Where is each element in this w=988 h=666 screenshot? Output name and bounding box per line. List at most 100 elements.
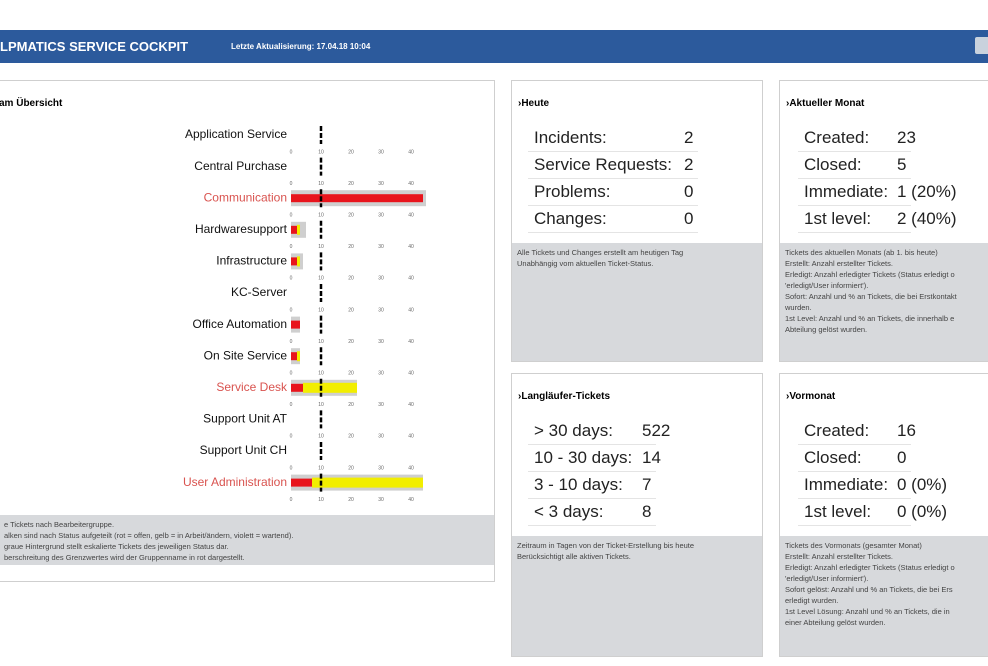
tick-label: 30 bbox=[378, 497, 384, 503]
stat-row: Immediate: 1 (20%) bbox=[798, 179, 957, 206]
tick-label: 10 bbox=[318, 149, 324, 155]
tick-label: 0 bbox=[290, 307, 293, 313]
stat-label: Closed: bbox=[804, 155, 862, 174]
tick-label: 30 bbox=[378, 402, 384, 408]
tick-label: 20 bbox=[348, 307, 354, 313]
tick-label: 30 bbox=[378, 213, 384, 219]
group-name: Support Unit AT bbox=[203, 412, 287, 426]
group-name: Office Automation bbox=[193, 317, 288, 331]
tick-label: 40 bbox=[408, 371, 414, 377]
tick-label: 40 bbox=[408, 276, 414, 282]
note-line: erledigt wurden. bbox=[785, 596, 839, 605]
tick-label: 40 bbox=[408, 465, 414, 471]
note-line: Berücksichtigt alle aktiven Tickets. bbox=[517, 552, 631, 561]
in-progress-bar bbox=[297, 351, 300, 362]
stat-value: 0 bbox=[684, 182, 694, 201]
stat-row: 3 - 10 days: 7 bbox=[528, 472, 656, 499]
stat-row: 10 - 30 days: 14 bbox=[528, 445, 661, 472]
tick-label: 10 bbox=[318, 371, 324, 377]
tick-label: 10 bbox=[318, 465, 324, 471]
stat-row: Closed: 0 bbox=[798, 445, 911, 472]
stat-row: Changes: 0 bbox=[528, 206, 698, 233]
tick-label: 30 bbox=[378, 149, 384, 155]
stat-panel: ›Aktueller Monat Created: 23 Closed: 5 Immedi… bbox=[779, 80, 988, 362]
tick-label: 40 bbox=[408, 307, 414, 313]
group-name: Hardwaresupport bbox=[195, 222, 288, 236]
stat-row: Service Requests: 2 bbox=[528, 152, 698, 179]
note-line: 1st Level Lösung: Anzahl und % an Ticket… bbox=[785, 607, 950, 616]
note-line: e Tickets nach Bearbeitergruppe. bbox=[4, 520, 115, 529]
last-update: Letzte Aktualisierung: 17.04.18 10:04 bbox=[231, 42, 371, 51]
tick-label: 0 bbox=[290, 213, 293, 219]
tick-label: 0 bbox=[290, 434, 293, 440]
panel-title: ›Vormonat bbox=[786, 391, 836, 402]
stat-label: Immediate: bbox=[804, 182, 889, 201]
note-line: Erstellt: Anzahl erstellter Tickets. bbox=[785, 552, 893, 561]
stat-panel: ›Heute Incidents: 2 Service Requests: 2 Probl… bbox=[511, 80, 763, 362]
stat-value: 23 bbox=[897, 128, 916, 147]
group-name: Infrastructure bbox=[216, 254, 287, 268]
tick-label: 10 bbox=[318, 497, 324, 503]
group-name: Communication bbox=[204, 190, 287, 204]
tick-label: 0 bbox=[290, 371, 293, 377]
header-button[interactable] bbox=[975, 37, 988, 54]
tick-label: 40 bbox=[408, 213, 414, 219]
notes: Alle Tickets und Changes erstellt am heu… bbox=[512, 243, 762, 361]
tick-label: 20 bbox=[348, 244, 354, 250]
tick-label: 10 bbox=[318, 276, 324, 282]
tick-label: 0 bbox=[290, 402, 293, 408]
open-bar bbox=[291, 225, 297, 234]
group-name: On Site Service bbox=[204, 348, 288, 362]
tick-label: 20 bbox=[348, 339, 354, 345]
stat-label: Incidents: bbox=[534, 128, 607, 147]
stat-row: Problems: 0 bbox=[528, 179, 698, 206]
stat-label: > 30 days: bbox=[534, 421, 613, 440]
note-line: 'erledigt/User informiert'). bbox=[785, 574, 869, 583]
stat-label: 1st level: bbox=[804, 209, 872, 228]
tick-label: 10 bbox=[318, 244, 324, 250]
stat-value: 14 bbox=[642, 448, 661, 467]
stat-row: > 30 days: 522 bbox=[528, 418, 670, 445]
tick-label: 40 bbox=[408, 149, 414, 155]
notes: Tickets des Vormonats (gesamter Monat) Er… bbox=[780, 536, 988, 656]
tick-label: 20 bbox=[348, 149, 354, 155]
stat-value: 0 (0%) bbox=[897, 475, 948, 494]
stat-value: 7 bbox=[642, 475, 652, 494]
note-line: Erledigt: Anzahl erledigter Tickets (Sta… bbox=[785, 563, 955, 572]
note-line: Zeitraum in Tagen von der Ticket-Erstell… bbox=[517, 541, 695, 550]
tick-label: 20 bbox=[348, 371, 354, 377]
stat-value: 2 bbox=[684, 128, 694, 147]
open-bar bbox=[291, 320, 300, 329]
tick-label: 20 bbox=[348, 402, 354, 408]
tick-label: 40 bbox=[408, 181, 414, 187]
note-line: berschreitung des Grenzwertes wird der G… bbox=[4, 553, 245, 562]
open-bar bbox=[291, 194, 423, 203]
tick-label: 0 bbox=[290, 339, 293, 345]
group-name: User Administration bbox=[183, 475, 287, 489]
stat-label: 1st level: bbox=[804, 502, 872, 521]
open-bar bbox=[291, 478, 312, 487]
note-line: Unabhängig vom aktuellen Ticket-Status. bbox=[517, 259, 654, 268]
tick-label: 0 bbox=[290, 465, 293, 471]
tick-label: 40 bbox=[408, 339, 414, 345]
tick-label: 0 bbox=[290, 244, 293, 250]
stat-value: 2 bbox=[684, 155, 694, 174]
open-bar bbox=[291, 257, 297, 266]
note-line: 'erledigt/User informiert'). bbox=[785, 281, 869, 290]
stat-row: Created: 23 bbox=[798, 125, 916, 152]
tick-label: 20 bbox=[348, 181, 354, 187]
stat-value: 1 (20%) bbox=[897, 182, 957, 201]
tick-label: 10 bbox=[318, 307, 324, 313]
stat-label: Changes: bbox=[534, 209, 607, 228]
group-chart: Application Service 0 10 20 30 40 Central Purc… bbox=[183, 126, 426, 503]
stat-label: Created: bbox=[804, 421, 870, 440]
open-bar bbox=[291, 383, 303, 392]
note-line: Sofort: Anzahl und % an Tickets, die bei… bbox=[785, 292, 957, 301]
note-line: Erledigt: Anzahl erledigter Tickets (Sta… bbox=[785, 270, 955, 279]
group-name: KC-Server bbox=[231, 285, 287, 299]
tick-label: 30 bbox=[378, 465, 384, 471]
stat-panel: ›Vormonat Created: 16 Closed: 0 Immediate: 0 (… bbox=[779, 373, 988, 657]
tick-label: 40 bbox=[408, 434, 414, 440]
notes: e Tickets nach Bearbeitergruppe. alken si… bbox=[0, 515, 494, 565]
stat-row: Created: 16 bbox=[798, 418, 916, 445]
